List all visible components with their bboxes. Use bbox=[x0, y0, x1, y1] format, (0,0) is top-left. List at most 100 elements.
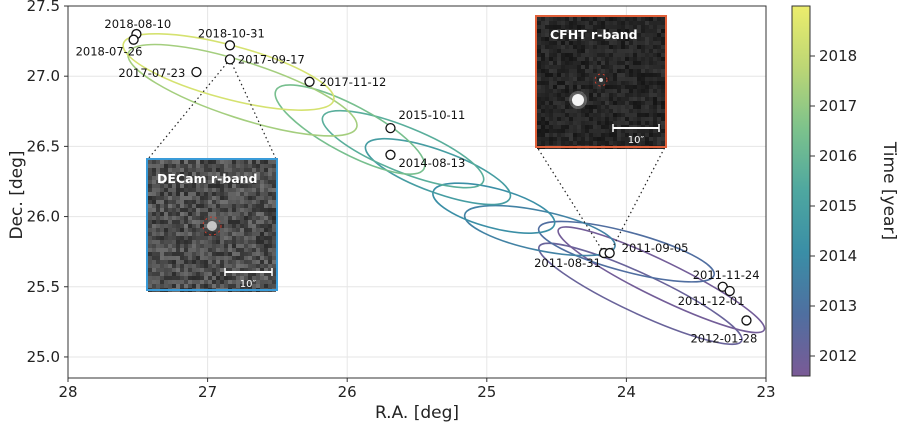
noise-pixel bbox=[256, 244, 260, 248]
noise-pixel bbox=[565, 105, 569, 109]
noise-pixel bbox=[569, 81, 573, 85]
noise-pixel bbox=[252, 224, 256, 228]
noise-pixel bbox=[605, 93, 609, 97]
noise-pixel bbox=[148, 160, 152, 164]
noise-pixel bbox=[541, 81, 545, 85]
noise-pixel bbox=[192, 240, 196, 244]
noise-pixel bbox=[605, 53, 609, 57]
noise-pixel bbox=[216, 208, 220, 212]
noise-pixel bbox=[200, 272, 204, 276]
noise-pixel bbox=[557, 65, 561, 69]
noise-pixel bbox=[268, 236, 272, 240]
noise-pixel bbox=[573, 109, 577, 113]
cfht-title: CFHT r-band bbox=[550, 27, 638, 42]
noise-pixel bbox=[661, 61, 665, 65]
noise-pixel bbox=[549, 133, 553, 137]
noise-pixel bbox=[641, 65, 645, 69]
noise-pixel bbox=[593, 69, 597, 73]
noise-pixel bbox=[649, 93, 653, 97]
noise-pixel bbox=[268, 168, 272, 172]
noise-pixel bbox=[148, 268, 152, 272]
noise-pixel bbox=[641, 113, 645, 117]
noise-pixel bbox=[553, 93, 557, 97]
noise-pixel bbox=[565, 29, 569, 33]
noise-pixel bbox=[156, 192, 160, 196]
noise-pixel bbox=[545, 109, 549, 113]
noise-pixel bbox=[645, 141, 649, 145]
noise-pixel bbox=[188, 248, 192, 252]
noise-pixel bbox=[629, 133, 633, 137]
noise-pixel bbox=[148, 220, 152, 224]
noise-pixel bbox=[264, 208, 268, 212]
noise-pixel bbox=[637, 89, 641, 93]
noise-pixel bbox=[244, 220, 248, 224]
noise-pixel bbox=[148, 252, 152, 256]
noise-pixel bbox=[565, 49, 569, 53]
noise-pixel bbox=[545, 25, 549, 29]
epoch-point bbox=[191, 66, 202, 78]
noise-pixel bbox=[537, 37, 541, 41]
noise-pixel bbox=[156, 220, 160, 224]
noise-pixel bbox=[589, 77, 593, 81]
noise-pixel bbox=[565, 93, 569, 97]
noise-pixel bbox=[653, 41, 657, 45]
noise-pixel bbox=[232, 240, 236, 244]
noise-pixel bbox=[200, 248, 204, 252]
noise-pixel bbox=[541, 73, 545, 77]
noise-pixel bbox=[569, 77, 573, 81]
noise-pixel bbox=[196, 196, 200, 200]
noise-pixel bbox=[176, 284, 180, 288]
noise-pixel bbox=[589, 21, 593, 25]
noise-pixel bbox=[637, 17, 641, 21]
noise-pixel bbox=[657, 25, 661, 29]
noise-pixel bbox=[641, 105, 645, 109]
noise-pixel bbox=[553, 105, 557, 109]
noise-pixel bbox=[224, 236, 228, 240]
noise-pixel bbox=[545, 65, 549, 69]
epoch-label: 2017-09-17 bbox=[238, 52, 305, 66]
noise-pixel bbox=[609, 85, 613, 89]
noise-pixel bbox=[172, 200, 176, 204]
noise-pixel bbox=[208, 184, 212, 188]
noise-pixel bbox=[609, 109, 613, 113]
noise-pixel bbox=[248, 236, 252, 240]
noise-pixel bbox=[549, 17, 553, 21]
noise-pixel bbox=[637, 81, 641, 85]
noise-pixel bbox=[609, 25, 613, 29]
noise-pixel bbox=[156, 212, 160, 216]
noise-pixel bbox=[549, 41, 553, 45]
noise-pixel bbox=[244, 216, 248, 220]
noise-pixel bbox=[176, 224, 180, 228]
noise-pixel bbox=[541, 97, 545, 101]
noise-pixel bbox=[192, 276, 196, 280]
noise-pixel bbox=[272, 280, 276, 284]
noise-pixel bbox=[609, 61, 613, 65]
noise-pixel bbox=[256, 204, 260, 208]
noise-pixel bbox=[581, 105, 585, 109]
noise-pixel bbox=[625, 109, 629, 113]
noise-pixel bbox=[657, 37, 661, 41]
noise-pixel bbox=[585, 93, 589, 97]
noise-pixel bbox=[196, 244, 200, 248]
noise-pixel bbox=[605, 73, 609, 77]
noise-pixel bbox=[601, 105, 605, 109]
noise-pixel bbox=[569, 37, 573, 41]
noise-pixel bbox=[545, 69, 549, 73]
noise-pixel bbox=[545, 113, 549, 117]
epoch-point bbox=[741, 315, 752, 326]
noise-pixel bbox=[617, 57, 621, 61]
noise-pixel bbox=[180, 284, 184, 288]
noise-pixel bbox=[188, 216, 192, 220]
noise-pixel bbox=[172, 172, 176, 176]
noise-pixel bbox=[565, 41, 569, 45]
noise-pixel bbox=[256, 224, 260, 228]
noise-pixel bbox=[569, 101, 573, 105]
noise-pixel bbox=[581, 141, 585, 145]
noise-pixel bbox=[605, 129, 609, 133]
noise-pixel bbox=[553, 133, 557, 137]
noise-pixel bbox=[176, 196, 180, 200]
noise-pixel bbox=[180, 196, 184, 200]
noise-pixel bbox=[589, 49, 593, 53]
noise-pixel bbox=[637, 117, 641, 121]
noise-pixel bbox=[240, 160, 244, 164]
